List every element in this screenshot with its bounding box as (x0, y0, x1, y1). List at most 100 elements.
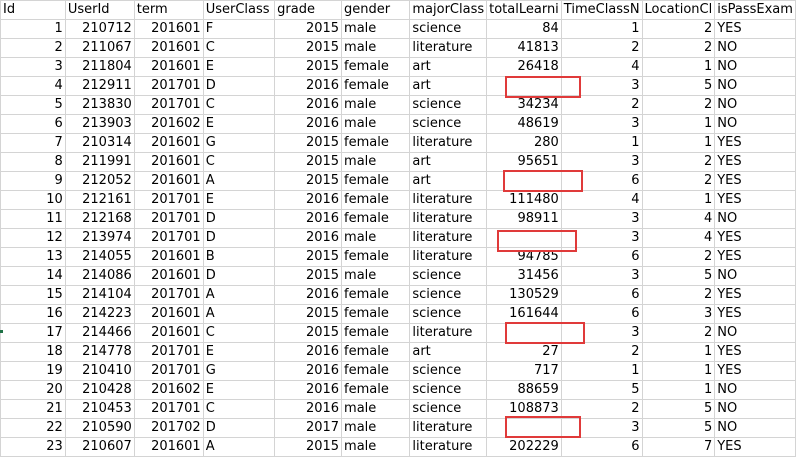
column-header[interactable]: LocationCl (641, 0, 716, 20)
table-cell[interactable]: YES (714, 133, 796, 153)
table-cell[interactable]: male (341, 418, 411, 438)
table-cell[interactable]: 2015 (274, 304, 343, 324)
table-cell[interactable]: A (202, 304, 276, 324)
table-cell[interactable]: C (202, 38, 276, 58)
table-cell[interactable]: YES (714, 19, 796, 39)
table-cell[interactable]: female (341, 323, 411, 343)
table-cell[interactable]: 201601 (133, 304, 204, 324)
table-cell[interactable]: literature (409, 323, 488, 343)
table-cell[interactable]: E (202, 342, 276, 362)
table-cell[interactable]: 7 (0, 133, 66, 153)
table-cell[interactable]: 1 (560, 133, 643, 153)
table-cell[interactable]: 2 (560, 342, 643, 362)
table-cell[interactable]: 4 (641, 209, 716, 229)
table-cell[interactable]: 1 (641, 133, 716, 153)
table-cell[interactable]: NO (714, 95, 796, 115)
table-cell[interactable]: literature (409, 190, 488, 210)
table-cell[interactable]: 2016 (274, 399, 343, 419)
table-cell[interactable]: 20 (0, 380, 66, 400)
table-cell[interactable]: 212052 (64, 171, 135, 191)
table-cell[interactable]: 7 (641, 437, 716, 457)
table-cell[interactable]: A (202, 171, 276, 191)
table-cell[interactable]: 111480 (486, 190, 562, 210)
table-cell[interactable]: 88659 (486, 380, 562, 400)
table-cell[interactable]: 13 (0, 247, 66, 267)
table-cell[interactable]: NO (714, 399, 796, 419)
table-cell[interactable]: A (202, 285, 276, 305)
table-cell[interactable]: NO (714, 76, 796, 96)
table-cell[interactable]: female (341, 57, 411, 77)
table-cell[interactable]: 2015 (274, 19, 343, 39)
table-cell[interactable]: 2015 (274, 266, 343, 286)
table-cell[interactable]: 2 (641, 38, 716, 58)
table-cell[interactable]: 2 (641, 247, 716, 267)
table-cell[interactable]: art (409, 76, 488, 96)
table-cell[interactable]: 210590 (64, 418, 135, 438)
table-cell[interactable]: 2016 (274, 342, 343, 362)
table-cell[interactable]: 108873 (486, 399, 562, 419)
table-cell[interactable]: female (341, 133, 411, 153)
table-cell[interactable]: 211991 (64, 152, 135, 172)
table-cell[interactable]: science (409, 285, 488, 305)
table-cell[interactable]: 201701 (133, 361, 204, 381)
table-cell[interactable]: 210428 (64, 380, 135, 400)
table-cell[interactable]: 2016 (274, 76, 343, 96)
table-cell[interactable]: female (341, 247, 411, 267)
table-cell[interactable]: 201601 (133, 38, 204, 58)
table-cell[interactable]: art (409, 152, 488, 172)
table-cell[interactable]: 201601 (133, 133, 204, 153)
table-cell[interactable]: science (409, 266, 488, 286)
table-cell[interactable]: 98911 (486, 209, 562, 229)
table-cell[interactable]: 214223 (64, 304, 135, 324)
table-cell[interactable]: 3 (560, 114, 643, 134)
table-cell[interactable]: 2 (0, 38, 66, 58)
table-cell[interactable]: 22 (0, 418, 66, 438)
table-cell[interactable]: 1 (0, 19, 66, 39)
table-cell[interactable]: 212911 (64, 76, 135, 96)
table-cell[interactable]: 6 (560, 285, 643, 305)
table-cell[interactable]: 1 (641, 361, 716, 381)
table-cell[interactable]: NO (714, 323, 796, 343)
table-cell[interactable]: science (409, 380, 488, 400)
table-cell[interactable]: 3 (560, 266, 643, 286)
table-cell[interactable]: literature (409, 228, 488, 248)
table-cell[interactable]: 2 (641, 152, 716, 172)
table-cell[interactable]: 212161 (64, 190, 135, 210)
table-cell[interactable]: 210453 (64, 399, 135, 419)
table-cell[interactable]: 201601 (133, 323, 204, 343)
table-cell[interactable]: art (409, 342, 488, 362)
table-cell[interactable]: NO (714, 209, 796, 229)
table-cell[interactable]: 2016 (274, 228, 343, 248)
table-cell[interactable]: male (341, 95, 411, 115)
table-cell[interactable]: 2015 (274, 171, 343, 191)
table-cell[interactable]: 41813 (486, 38, 562, 58)
table-cell[interactable]: NO (714, 38, 796, 58)
table-cell[interactable]: 210712 (64, 19, 135, 39)
table-cell[interactable]: female (341, 76, 411, 96)
table-cell[interactable]: 1 (641, 114, 716, 134)
table-cell[interactable]: 5 (641, 76, 716, 96)
table-cell[interactable]: 161644 (486, 304, 562, 324)
table-cell[interactable]: E (202, 57, 276, 77)
table-cell[interactable]: 201601 (133, 437, 204, 457)
table-cell[interactable]: 2015 (274, 437, 343, 457)
table-cell[interactable]: YES (714, 190, 796, 210)
table-cell[interactable]: 5 (641, 266, 716, 286)
table-cell[interactable]: 18 (0, 342, 66, 362)
table-cell[interactable]: male (341, 228, 411, 248)
table-cell[interactable]: 17 (0, 323, 66, 343)
table-cell[interactable]: 210410 (64, 361, 135, 381)
table-cell[interactable]: 211067 (64, 38, 135, 58)
table-cell[interactable]: 10 (0, 190, 66, 210)
table-cell[interactable]: 2 (641, 285, 716, 305)
table-cell[interactable]: 214778 (64, 342, 135, 362)
table-cell[interactable]: YES (714, 285, 796, 305)
table-cell[interactable]: E (202, 380, 276, 400)
table-cell[interactable]: 5 (0, 95, 66, 115)
table-cell[interactable]: 210314 (64, 133, 135, 153)
table-cell[interactable]: art (409, 57, 488, 77)
table-cell[interactable]: 5 (560, 380, 643, 400)
table-cell[interactable]: 201601 (133, 152, 204, 172)
column-header[interactable]: TimeClassN (560, 0, 643, 20)
table-cell[interactable]: 213903 (64, 114, 135, 134)
